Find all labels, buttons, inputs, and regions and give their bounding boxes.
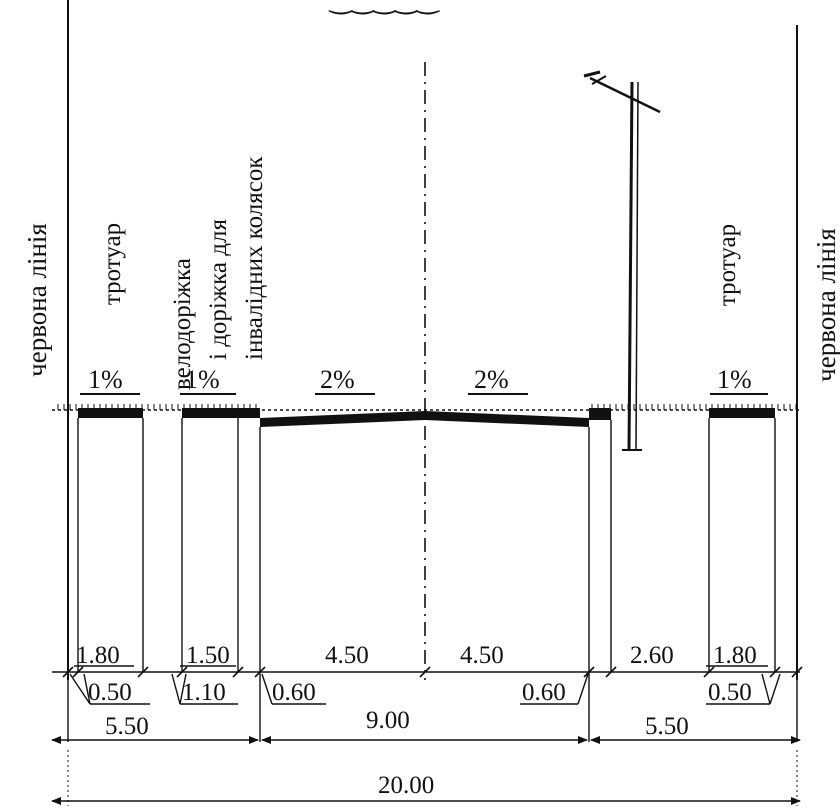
dim-side-right: 5.50 (645, 713, 689, 740)
dimension-tick (769, 666, 781, 678)
dim-carriageway: 9.00 (366, 707, 410, 734)
dim-sidewalk-right: 1.80 (713, 642, 757, 669)
extension-lines (67, 418, 798, 742)
sidewalk-left-label: тротуар (99, 223, 126, 305)
bike-path-label-2: і доріжка для (205, 219, 232, 360)
dimension-ticks (62, 666, 803, 678)
dim-side-left: 5.50 (105, 713, 149, 740)
top-fragment-text: ‿‿‿‿‿ (328, 0, 440, 14)
slope-lane-left: 2% (320, 365, 355, 394)
dim-curb-left: 0.60 (272, 679, 316, 706)
red-line-left-label: червона лінія (22, 223, 52, 377)
street-lamp (583, 70, 661, 451)
dimension-tick (232, 666, 244, 678)
dimension-tick (583, 666, 595, 678)
bike-path-pavement (182, 408, 260, 418)
leader-lines (69, 673, 781, 705)
dim-lane-right: 4.50 (460, 642, 504, 669)
sidewalk-right-label: тротуар (714, 224, 741, 306)
dimension-tick (176, 666, 188, 678)
dim-sidewalk-left: 1.80 (76, 642, 120, 669)
carriageway-pavement (260, 411, 589, 427)
curb-right (589, 408, 611, 420)
dimension-tick (703, 666, 715, 678)
dim-curb-right: 0.60 (522, 679, 566, 706)
slope-lane-right: 2% (474, 365, 509, 394)
dim-bike-path: 1.50 (186, 642, 230, 669)
dimension-tick (137, 666, 149, 678)
slope-sidewalk-right: 1% (717, 365, 752, 394)
sidewalk-left-pavement (78, 408, 143, 418)
slope-sidewalk-left: 1% (88, 365, 123, 394)
red-line-right-label: червона лінія (811, 228, 840, 382)
bike-path-label-1: велодоріжка (169, 258, 196, 390)
dim-strip-left: 0.50 (88, 679, 132, 706)
slope-bike-path: 1% (185, 365, 220, 394)
dimension-tick (72, 666, 84, 678)
dim-strip-right: 0.50 (708, 679, 752, 706)
dimension-tick (62, 666, 74, 678)
dim-total: 20.00 (378, 772, 434, 799)
dim-strip-bike: 1.10 (182, 679, 226, 706)
dim-lane-left: 4.50 (325, 642, 369, 669)
sidewalk-right-pavement (709, 408, 775, 418)
dim-verge-right: 2.60 (630, 642, 674, 669)
bike-path-label-3: інвалідних колясок (241, 156, 268, 360)
dimension-tick (419, 666, 431, 678)
ground-hatching (57, 404, 797, 410)
dimension-tick (254, 666, 266, 678)
dimension-tick (605, 666, 617, 678)
dimension-tick (791, 666, 803, 678)
